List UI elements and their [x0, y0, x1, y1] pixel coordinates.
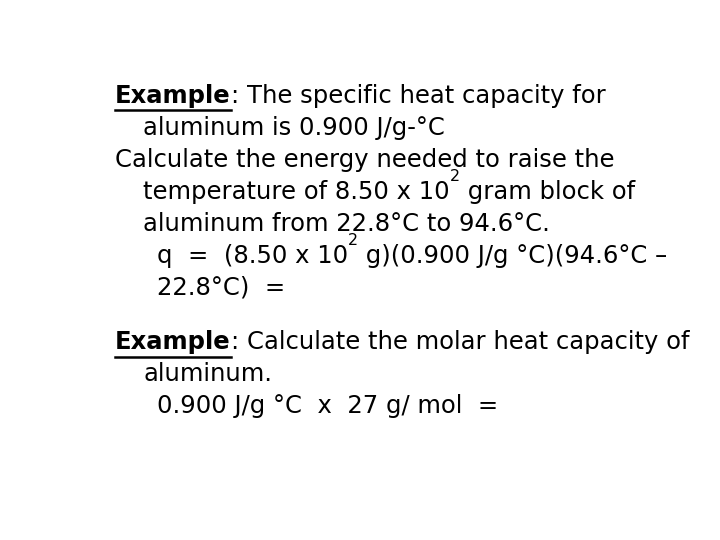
Text: : Calculate the molar heat capacity of: : Calculate the molar heat capacity of	[230, 329, 689, 354]
Text: Calculate the energy needed to raise the: Calculate the energy needed to raise the	[115, 147, 615, 172]
Text: temperature of 8.50 x 10: temperature of 8.50 x 10	[143, 180, 449, 204]
Text: aluminum from 22.8°C to 94.6°C.: aluminum from 22.8°C to 94.6°C.	[143, 212, 550, 235]
Text: aluminum.: aluminum.	[143, 362, 272, 386]
Text: 2: 2	[449, 168, 460, 184]
Text: Example: Example	[115, 84, 230, 107]
Text: aluminum is 0.900 J/g-°C: aluminum is 0.900 J/g-°C	[143, 116, 445, 139]
Text: g)(0.900 J/g °C)(94.6°C –: g)(0.900 J/g °C)(94.6°C –	[359, 244, 667, 268]
Text: 2: 2	[348, 233, 359, 248]
Text: 0.900 J/g °C  x  27 g/ mol  =: 0.900 J/g °C x 27 g/ mol =	[157, 394, 498, 418]
Text: : The specific heat capacity for: : The specific heat capacity for	[230, 84, 606, 107]
Text: 22.8°C)  =: 22.8°C) =	[157, 275, 285, 300]
Text: gram block of: gram block of	[460, 180, 635, 204]
Text: Example: Example	[115, 329, 230, 354]
Text: q  =  (8.50 x 10: q = (8.50 x 10	[157, 244, 348, 268]
